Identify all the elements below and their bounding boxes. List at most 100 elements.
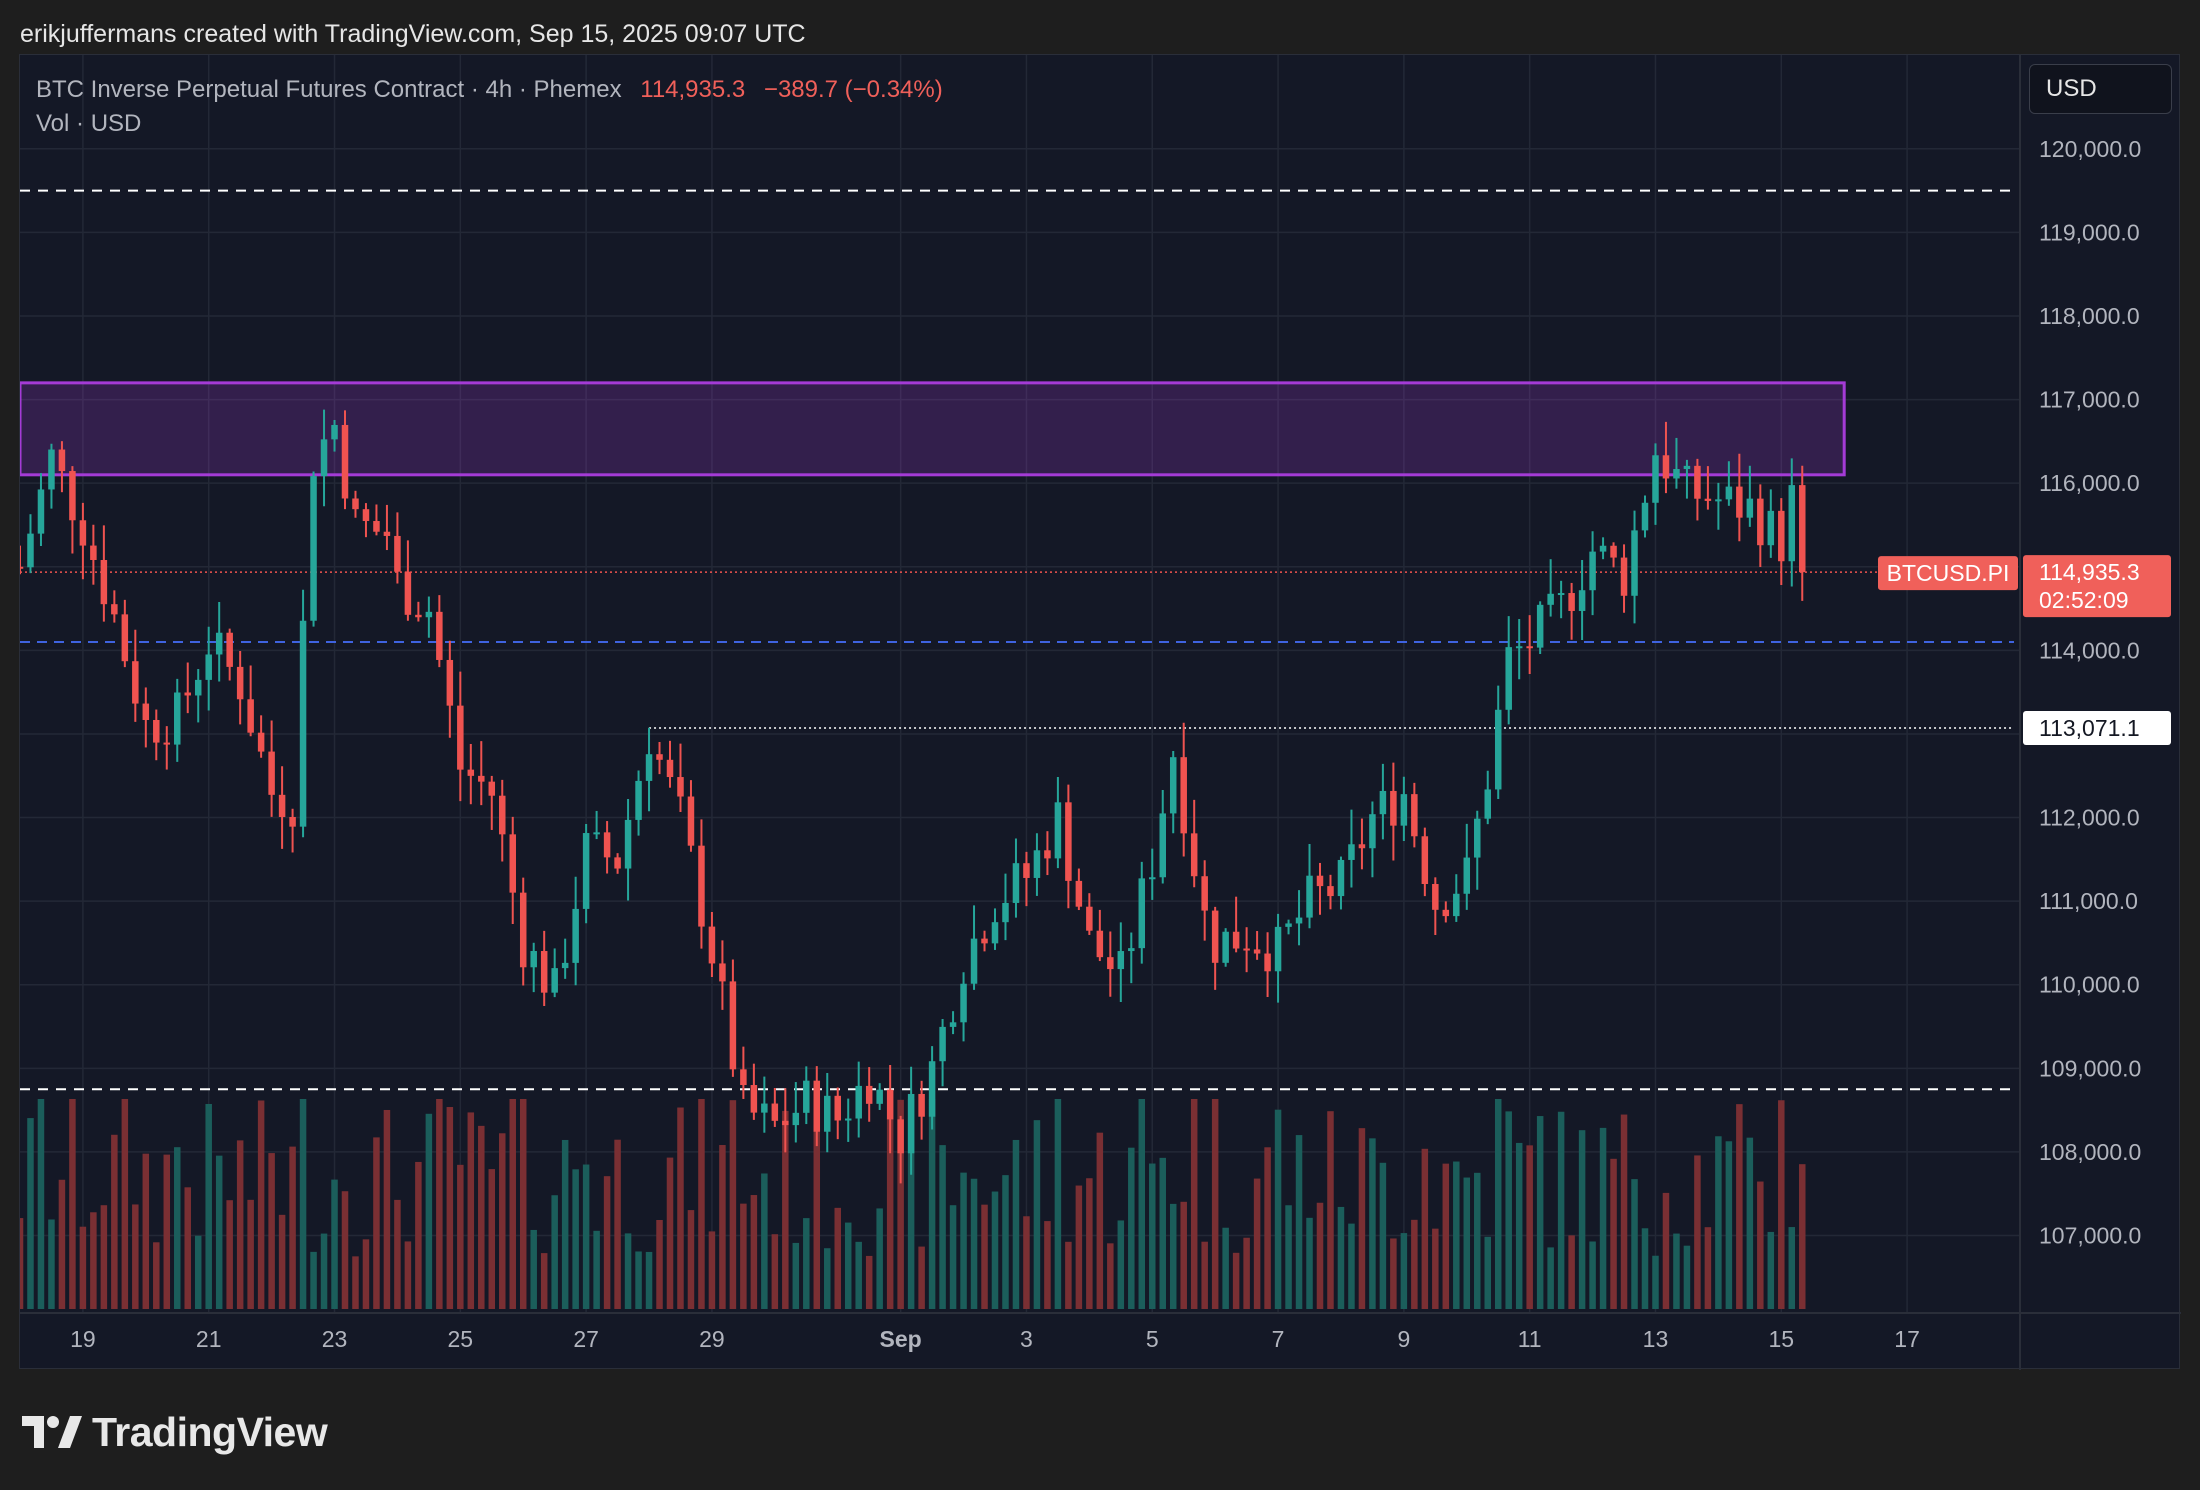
volume-indicator-label[interactable]: Vol · USD xyxy=(36,110,142,137)
last-price-label: 114,935.3 xyxy=(2039,559,2140,585)
candle-body xyxy=(1631,530,1638,596)
volume-bar xyxy=(1369,1138,1376,1309)
price-axis-label: 119,000.0 xyxy=(2039,219,2140,245)
volume-bar xyxy=(561,1139,569,1309)
volume-bar xyxy=(582,1164,590,1309)
chart-panel[interactable]: 107,000.0 108,000.0 109,000.0 110,000.0 111,… xyxy=(19,54,2181,1370)
volume-bar xyxy=(1316,1202,1324,1309)
candle-body xyxy=(1662,455,1670,479)
volume-bar xyxy=(278,1214,286,1309)
volume-bar xyxy=(1694,1155,1701,1309)
volume-bar xyxy=(1767,1231,1775,1309)
candle-body xyxy=(1295,917,1303,924)
time-axis-label: 27 xyxy=(573,1326,599,1352)
volume-bar xyxy=(1641,1228,1649,1309)
candle-body xyxy=(1799,485,1806,573)
candle-body xyxy=(257,732,265,752)
volume-bar xyxy=(1599,1127,1607,1309)
candle-body xyxy=(48,449,55,490)
time-axis-label: 17 xyxy=(1894,1326,1920,1352)
volume-bar xyxy=(1746,1137,1754,1309)
candle-body xyxy=(1138,878,1146,949)
volume-bar xyxy=(1086,1178,1093,1309)
price-axis-label: 118,000.0 xyxy=(2039,303,2140,329)
volume-bar xyxy=(1662,1192,1670,1309)
candle-body xyxy=(624,819,632,869)
candle-body xyxy=(1474,818,1481,858)
volume-bar xyxy=(1683,1245,1691,1309)
candle-body xyxy=(467,769,475,776)
volume-bar xyxy=(635,1251,642,1309)
time-axis-label: 21 xyxy=(196,1326,222,1352)
candle-body xyxy=(1589,551,1596,591)
volume-bar xyxy=(37,1099,45,1309)
currency-selector-button[interactable]: USD xyxy=(2029,64,2172,114)
candle-body xyxy=(373,521,380,532)
volume-bar xyxy=(792,1242,800,1309)
candle-body xyxy=(1494,709,1502,790)
volume-bar xyxy=(362,1239,370,1309)
volume-bar xyxy=(740,1203,747,1309)
volume-bar xyxy=(1253,1178,1261,1309)
volume-bar xyxy=(1169,1203,1177,1309)
volume-bar xyxy=(111,1134,118,1309)
tradingview-logo[interactable]: TradingView xyxy=(22,1402,328,1462)
candle-body xyxy=(782,1120,789,1126)
price-axis-label: 107,000.0 xyxy=(2039,1223,2141,1249)
volume-bar xyxy=(1526,1145,1533,1309)
volume-bar xyxy=(1536,1116,1544,1309)
candle-body xyxy=(687,796,695,846)
volume-bar xyxy=(782,1110,789,1309)
candle-body xyxy=(918,1093,925,1117)
volume-bar xyxy=(1190,1099,1198,1309)
candle-body xyxy=(1096,930,1104,958)
volume-bar xyxy=(352,1256,359,1309)
volume-bar xyxy=(1180,1201,1187,1309)
candle-body xyxy=(341,424,349,499)
candle-body xyxy=(740,1069,747,1086)
volume-bar xyxy=(1589,1241,1596,1309)
volume-bar xyxy=(1757,1181,1764,1309)
price-axis-label: 111,000.0 xyxy=(2039,888,2138,914)
candle-body xyxy=(1348,844,1355,860)
candle-body xyxy=(205,654,212,680)
volume-bar xyxy=(939,1145,946,1309)
volume-bar xyxy=(1400,1233,1408,1309)
volume-bar xyxy=(572,1169,579,1309)
volume-bar xyxy=(803,1218,810,1309)
candle-body xyxy=(1054,802,1062,859)
price-axis-label: 108,000.0 xyxy=(2039,1139,2141,1165)
volume-bar xyxy=(540,1253,548,1309)
candle-body xyxy=(1568,593,1575,611)
price-chart[interactable]: 107,000.0 108,000.0 109,000.0 110,000.0 111,… xyxy=(20,55,2181,1370)
candle-body xyxy=(121,614,129,662)
volume-bar xyxy=(174,1147,181,1309)
candle-body xyxy=(1390,790,1397,826)
candle-body xyxy=(1002,902,1009,923)
candle-body xyxy=(226,632,233,667)
volume-bar xyxy=(467,1112,475,1309)
candle-body xyxy=(90,545,97,561)
volume-bar xyxy=(530,1229,537,1309)
volume-bar xyxy=(121,1099,129,1309)
volume-bar xyxy=(1232,1252,1240,1309)
candle-body xyxy=(561,962,569,969)
volume-bar xyxy=(226,1200,233,1309)
candle-body xyxy=(1673,469,1680,479)
volume-bar xyxy=(1033,1120,1041,1309)
candle-body xyxy=(69,471,76,521)
candle-body xyxy=(792,1112,800,1126)
candle-body xyxy=(928,1061,936,1117)
time-axis-label: 5 xyxy=(1146,1326,1159,1352)
candle-body xyxy=(761,1103,768,1113)
candle-body xyxy=(1778,510,1785,562)
volume-bar xyxy=(1421,1148,1429,1309)
time-axis-label: 15 xyxy=(1768,1326,1794,1352)
symbol-title[interactable]: BTC Inverse Perpetual Futures Contract ·… xyxy=(36,76,622,103)
candle-body xyxy=(236,666,244,700)
candle-body xyxy=(1788,485,1796,562)
candle-body xyxy=(1484,789,1491,819)
candle-body xyxy=(362,509,370,522)
volume-bar xyxy=(1306,1217,1313,1309)
volume-bar xyxy=(1515,1142,1523,1309)
